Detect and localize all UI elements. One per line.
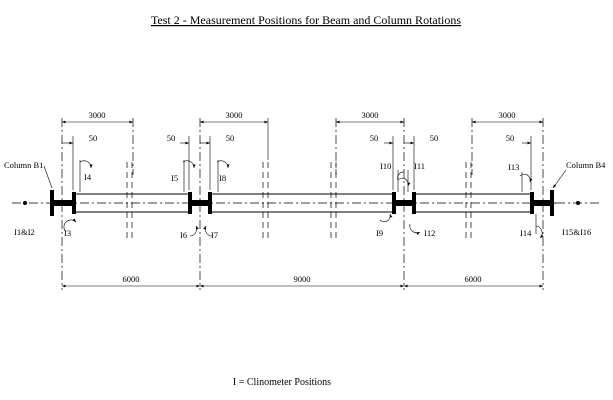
- stiffener-lines: [126, 162, 472, 242]
- label-i3: I3: [64, 228, 71, 238]
- column-b4-label: Column B4: [566, 160, 606, 170]
- column-b1-leader: [43, 165, 53, 189]
- rotation-arcs: [63, 160, 544, 239]
- label-i5: I5: [171, 173, 178, 183]
- measure-point-right: [576, 201, 580, 205]
- label-i6: I6: [180, 230, 187, 240]
- label-i15-i16: I15&I16: [562, 227, 591, 237]
- diagram-title: Test 2 - Measurement Positions for Beam …: [151, 13, 461, 27]
- dim-top-2: 3000: [226, 110, 243, 120]
- dim-top-4: 3000: [499, 110, 516, 120]
- dim-bottom-2: 9000: [294, 274, 311, 284]
- label-i13: I13: [508, 162, 519, 172]
- label-i9: I9: [376, 228, 383, 238]
- measure-point-left: [23, 201, 27, 205]
- dim-bottom-1: 6000: [123, 274, 140, 284]
- label-i8: I8: [219, 173, 226, 183]
- legend-footnote: I = Clinometer Positions: [233, 377, 331, 388]
- beams: [52, 193, 556, 213]
- dim-top-1: 3000: [89, 110, 106, 120]
- dim-small-6: 50: [506, 133, 515, 143]
- label-i10: I10: [380, 161, 391, 171]
- label-i11: I11: [414, 161, 425, 171]
- dim-top-3: 3000: [362, 110, 379, 120]
- dim-small-4: 50: [370, 133, 379, 143]
- dim-small-2: 50: [167, 133, 176, 143]
- top-dimensions: [61, 118, 543, 160]
- label-i14: I14: [520, 228, 532, 238]
- label-i7: I7: [211, 230, 218, 240]
- dim-small-5: 50: [430, 133, 439, 143]
- column-b4-leader: [552, 169, 567, 189]
- column-b1-label: Column B1: [4, 160, 43, 170]
- dim-small-3: 50: [226, 133, 235, 143]
- label-i12: I12: [424, 228, 435, 238]
- dim-small-1: 50: [89, 133, 98, 143]
- label-i4: I4: [84, 172, 92, 182]
- small-dimensions: [62, 136, 532, 190]
- dim-bottom-3: 6000: [465, 274, 482, 284]
- label-i1-i2: I1&I2: [14, 227, 35, 237]
